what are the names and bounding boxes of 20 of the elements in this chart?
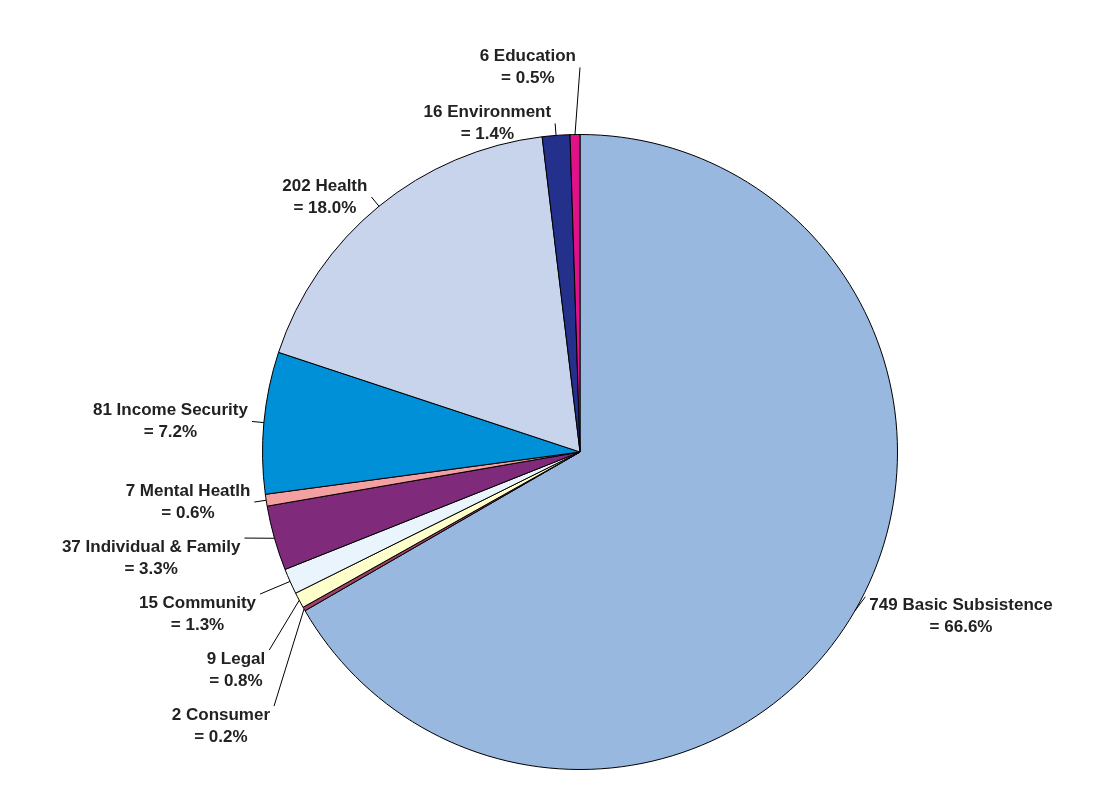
slice-label: 2 Consumer: [171, 704, 271, 724]
slice-label: 202 Health: [282, 175, 368, 195]
data-label: = 1.4%: [460, 124, 515, 144]
slice-label: 81 Income Security: [92, 400, 249, 420]
slice-label: 7 Mental Heatlh: [125, 480, 251, 500]
data-label: = 66.6%: [929, 617, 993, 637]
slice-label: 16 Environment: [423, 102, 552, 122]
data-label: = 0.2%: [194, 726, 248, 746]
data-label: = 3.3%: [124, 558, 178, 578]
data-label: = 18.0%: [293, 197, 357, 217]
data-label: = 1.3%: [170, 614, 225, 634]
slice-label: 9 Legal: [206, 648, 266, 668]
data-label: = 0.8%: [209, 670, 263, 690]
slice-label: 37 Individual & Family: [61, 536, 241, 556]
slice-label: 15 Community: [138, 592, 257, 612]
slice-label: 6 Education: [479, 46, 577, 66]
data-label: = 0.6%: [161, 502, 215, 522]
data-label: = 7.2%: [143, 422, 198, 442]
data-label: = 0.5%: [501, 68, 555, 88]
slice-label: 749 Basic Subsistence: [869, 595, 1053, 615]
